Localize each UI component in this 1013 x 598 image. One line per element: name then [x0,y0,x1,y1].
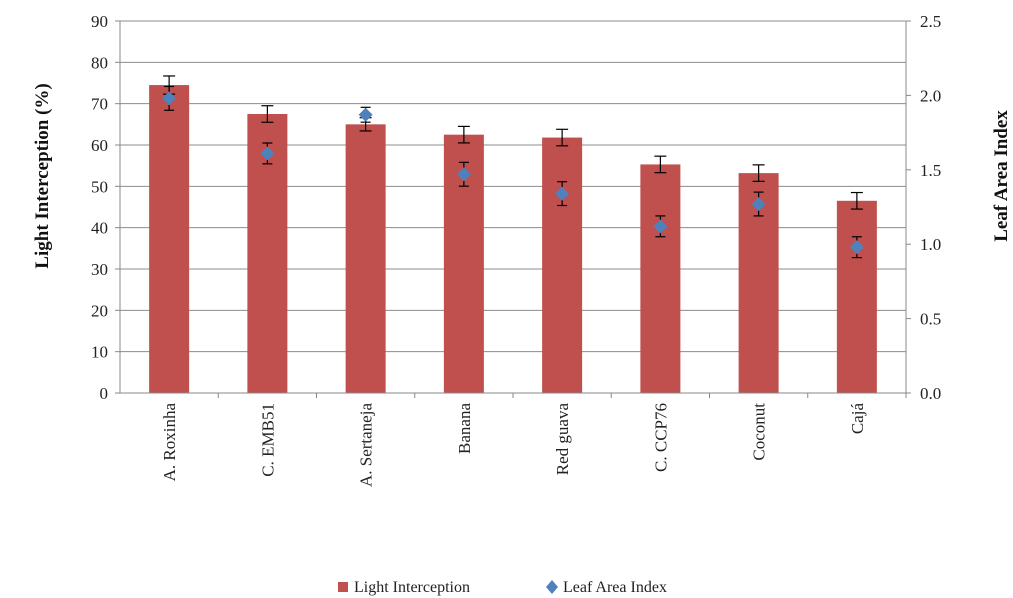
lai-marker [653,219,668,234]
y-tick-label: 40 [91,219,108,238]
y-axis-title: Light Interception (%) [32,83,53,268]
y2-tick-label: 2.0 [920,86,941,105]
x-tick-label: Banana [455,403,474,454]
x-tick-label: Coconut [750,403,769,461]
legend: Light Interception Leaf Area Index [338,579,667,596]
y-tick-label: 10 [91,343,108,362]
lai-marker [358,107,373,122]
bar [345,124,386,393]
bar [836,200,877,393]
bar [149,85,190,394]
x-tick-label: C. CCP76 [651,403,670,472]
y-tick-label: 0 [100,384,109,403]
legend-label-leaf-area-index: Leaf Area Index [563,579,667,596]
legend-swatch-light-interception [338,582,348,592]
x-tick-label: A. Roxinha [160,403,179,482]
y-tick-label: 70 [91,95,108,114]
x-tick-label: C. EMB51 [258,403,277,477]
y-tick-label: 30 [91,260,108,279]
bar [640,164,681,393]
legend-swatch-leaf-area-index [546,580,558,594]
y2-tick-label: 1.0 [920,235,941,254]
x-tick-label: Red guava [553,403,572,476]
lai-marker [751,197,766,212]
axes [115,20,911,398]
lai-marker [849,240,864,255]
x-tick-label: Cajá [848,403,867,435]
marker-series-leaf-area-index [162,85,864,259]
y-tick-label: 20 [91,301,108,320]
y-tick-label: 50 [91,177,108,196]
gridlines [120,20,906,353]
lai-marker [260,146,275,161]
tick-labels: 0 10 20 30 40 50 60 70 80 90 0.0 0.5 1.0 1.5 2.0 2.5 A. … [91,12,941,487]
bar-series-light-interception [149,75,877,394]
y-tick-label: 80 [91,53,108,72]
y2-axis-title: Leaf Area Index [991,110,1012,242]
y-tick-label: 60 [91,136,108,155]
y2-tick-label: 0.0 [920,384,941,403]
lai-marker [162,91,177,106]
y2-tick-label: 0.5 [920,310,941,329]
lai-marker [456,167,471,182]
lai-marker [555,186,570,201]
legend-label-light-interception: Light Interception [354,579,470,596]
x-tick-label: A. Sertaneja [357,403,376,487]
y2-tick-label: 2.5 [920,12,941,31]
y2-tick-label: 1.5 [920,161,941,180]
bar [542,137,583,393]
y-tick-label: 90 [91,12,108,31]
